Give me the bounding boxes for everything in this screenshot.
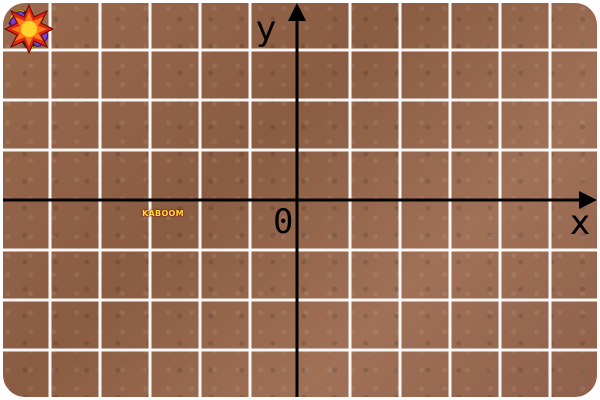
x-axis-arrow-icon <box>579 191 597 209</box>
x-axis <box>3 191 597 209</box>
crash-explosion-icon <box>3 3 55 55</box>
grid <box>3 3 597 397</box>
crash-label: KABOOM <box>142 209 184 218</box>
game-board: y x 0 KABOOM <box>3 3 597 397</box>
x-axis-label: x <box>570 203 591 243</box>
y-axis-label: y <box>256 9 277 49</box>
y-axis-arrow-icon <box>288 3 306 21</box>
origin-label: 0 <box>273 202 294 242</box>
y-axis <box>288 3 306 397</box>
